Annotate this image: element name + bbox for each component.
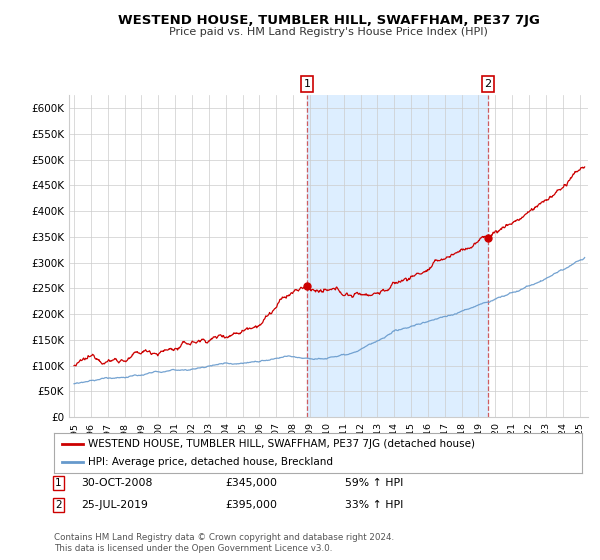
Text: £395,000: £395,000 [225,500,277,510]
Text: 30-OCT-2008: 30-OCT-2008 [81,478,152,488]
Text: Price paid vs. HM Land Registry's House Price Index (HPI): Price paid vs. HM Land Registry's House … [169,27,488,37]
Text: 59% ↑ HPI: 59% ↑ HPI [345,478,403,488]
Text: Contains HM Land Registry data © Crown copyright and database right 2024.
This d: Contains HM Land Registry data © Crown c… [54,533,394,553]
Text: 1: 1 [55,478,62,488]
Text: HPI: Average price, detached house, Breckland: HPI: Average price, detached house, Brec… [88,458,334,467]
Text: £345,000: £345,000 [225,478,277,488]
Text: WESTEND HOUSE, TUMBLER HILL, SWAFFHAM, PE37 7JG: WESTEND HOUSE, TUMBLER HILL, SWAFFHAM, P… [118,14,540,27]
Text: 25-JUL-2019: 25-JUL-2019 [81,500,148,510]
Bar [307,95,488,417]
Text: 2: 2 [484,79,491,89]
Text: WESTEND HOUSE, TUMBLER HILL, SWAFFHAM, PE37 7JG (detached house): WESTEND HOUSE, TUMBLER HILL, SWAFFHAM, P… [88,439,475,449]
Text: 33% ↑ HPI: 33% ↑ HPI [345,500,403,510]
Text: 2: 2 [55,500,62,510]
Text: 1: 1 [304,79,311,89]
